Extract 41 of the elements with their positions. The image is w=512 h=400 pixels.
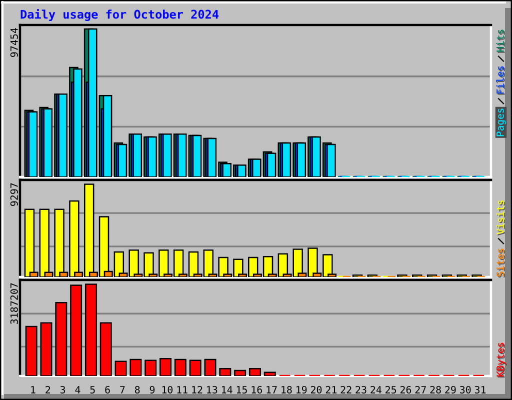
x-tick-label: 28 (430, 386, 441, 394)
x-tick-label: 3 (60, 386, 66, 394)
x-tick-label: 19 (296, 386, 307, 394)
text: 9297 (10, 183, 18, 206)
text: Hits (496, 30, 505, 53)
x-tick-label: 6 (105, 386, 110, 394)
text: 3187207 (10, 283, 18, 324)
x-tick-label: 18 (282, 386, 292, 394)
x-tick-label: 17 (266, 386, 277, 394)
text: KBytes (496, 342, 507, 378)
x-tick-label: 25 (386, 386, 396, 394)
text: Visits (496, 200, 505, 236)
x-tick-label: 12 (192, 386, 202, 394)
x-tick-label: 2 (46, 386, 50, 394)
x-tick-label: 29 (445, 386, 456, 394)
x-tick-label: 15 (236, 386, 247, 394)
x-tick-label: 7 (120, 386, 125, 394)
text: 97454 (10, 28, 18, 57)
x-tick-label: 26 (400, 386, 412, 394)
x-tick-label: 24 (370, 386, 382, 394)
x-tick-label: 1 (31, 386, 36, 394)
x-tick-label: 9 (150, 386, 155, 394)
x-tick-label: 23 (356, 386, 366, 394)
x-tick-label: 13 (207, 386, 218, 394)
x-tick-label: 16 (252, 386, 262, 394)
x-tick-label: 27 (415, 386, 426, 394)
x-tick-label: 4 (75, 386, 80, 394)
legend-label: Sites (496, 248, 505, 278)
x-tick-label: 10 (162, 386, 173, 394)
legend-label: Pages (496, 108, 507, 138)
x-tick-label: 14 (222, 386, 232, 394)
x-tick-label: 5 (90, 386, 95, 394)
chart-title: Daily usage for October 2024 (20, 8, 218, 22)
x-tick-label: 8 (134, 386, 140, 394)
x-tick-label: 22 (340, 386, 352, 394)
x-tick-label: 11 (177, 386, 188, 394)
x-tick-label: 21 (326, 386, 337, 394)
x-tick-label: 31 (474, 386, 486, 394)
legend-label: Files (496, 66, 505, 95)
x-tick-label: 20 (310, 386, 322, 394)
x-tick-label: 30 (460, 386, 471, 394)
